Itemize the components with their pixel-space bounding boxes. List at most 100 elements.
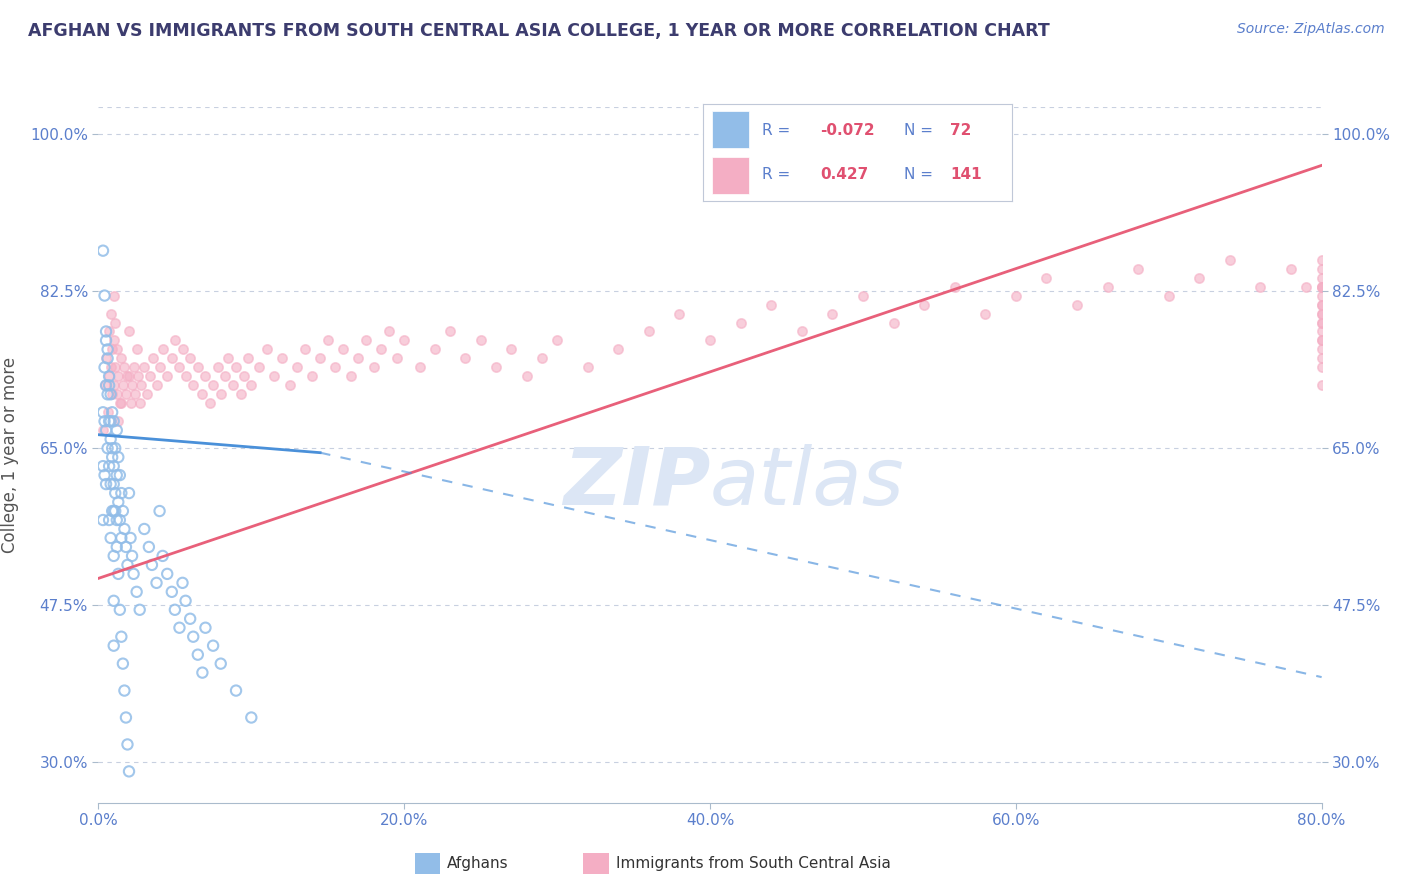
Point <box>209 657 232 671</box>
Point <box>139 369 162 384</box>
Point <box>110 396 132 410</box>
Point <box>576 360 599 375</box>
Point <box>105 343 128 357</box>
Point <box>100 432 122 446</box>
Point <box>105 468 128 483</box>
Point <box>101 387 124 401</box>
Point <box>91 513 114 527</box>
Point <box>179 351 201 366</box>
Point <box>112 360 135 375</box>
Point <box>104 316 127 330</box>
Point <box>1310 343 1333 357</box>
Point <box>120 531 142 545</box>
Point <box>103 378 125 392</box>
Point <box>104 486 127 500</box>
Point <box>174 369 197 384</box>
Point <box>117 558 139 572</box>
Point <box>110 531 132 545</box>
Point <box>370 343 392 357</box>
Point <box>115 540 138 554</box>
Text: atlas: atlas <box>710 443 905 522</box>
Point <box>100 387 122 401</box>
Point <box>145 378 167 392</box>
Point <box>125 584 148 599</box>
Point <box>103 477 125 491</box>
Point <box>325 360 347 375</box>
Point <box>1310 261 1333 276</box>
Point <box>160 351 183 366</box>
Point <box>115 710 138 724</box>
Point <box>439 325 461 339</box>
Point <box>103 334 125 348</box>
Point <box>194 369 217 384</box>
Point <box>209 387 232 401</box>
Point <box>103 549 125 563</box>
Point <box>821 306 844 320</box>
Point <box>1310 334 1333 348</box>
Point <box>141 558 163 572</box>
Point <box>128 396 150 410</box>
Point <box>121 549 143 563</box>
Text: N =: N = <box>904 167 938 182</box>
Point <box>111 378 134 392</box>
Point <box>104 360 127 375</box>
Point <box>378 325 401 339</box>
Point <box>98 459 121 474</box>
Point <box>160 584 183 599</box>
Text: -0.072: -0.072 <box>821 123 875 138</box>
Point <box>104 504 127 518</box>
Point <box>943 279 966 293</box>
Point <box>105 387 128 401</box>
Point <box>105 513 128 527</box>
Point <box>120 396 142 410</box>
Point <box>214 369 236 384</box>
Text: R =: R = <box>762 167 794 182</box>
Point <box>339 369 361 384</box>
Point <box>111 657 134 671</box>
Point <box>100 360 122 375</box>
Point <box>278 378 301 392</box>
Point <box>136 387 159 401</box>
Point <box>1128 261 1150 276</box>
Point <box>1310 378 1333 392</box>
Point <box>1035 270 1057 285</box>
Point <box>145 575 167 590</box>
Point <box>1310 279 1333 293</box>
Point <box>163 603 186 617</box>
Point <box>97 343 120 357</box>
Point <box>129 378 152 392</box>
Point <box>112 683 135 698</box>
Point <box>128 603 150 617</box>
Point <box>118 486 141 500</box>
Point <box>117 738 139 752</box>
Point <box>759 297 782 311</box>
Point <box>94 378 117 392</box>
Point <box>142 351 165 366</box>
Point <box>392 334 416 348</box>
Point <box>181 378 204 392</box>
Point <box>229 387 252 401</box>
Point <box>149 360 172 375</box>
Point <box>187 648 209 662</box>
Point <box>240 710 263 724</box>
Text: ZIP: ZIP <box>562 443 710 522</box>
Point <box>152 343 174 357</box>
Point <box>1004 288 1026 302</box>
Point <box>125 343 148 357</box>
Point <box>103 639 125 653</box>
Point <box>1310 306 1333 320</box>
Point <box>1295 279 1317 293</box>
Point <box>127 369 149 384</box>
Point <box>1219 252 1241 267</box>
Text: Source: ZipAtlas.com: Source: ZipAtlas.com <box>1237 22 1385 37</box>
Point <box>97 351 120 366</box>
Point <box>194 621 217 635</box>
FancyBboxPatch shape <box>713 112 749 148</box>
Point <box>1188 270 1211 285</box>
Point <box>1310 316 1333 330</box>
Point <box>124 387 146 401</box>
Text: 72: 72 <box>950 123 972 138</box>
Point <box>101 504 124 518</box>
Point <box>163 334 186 348</box>
Point <box>108 396 131 410</box>
